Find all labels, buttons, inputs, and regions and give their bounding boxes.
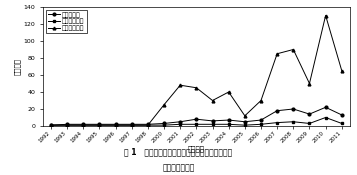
引文年度总量	[114, 124, 118, 126]
发表总篇数	[97, 123, 101, 125]
发表总篇数	[291, 108, 296, 110]
引文年度总量	[323, 15, 328, 17]
Line: 引文年度总量: 引文年度总量	[50, 14, 343, 127]
发表总篇数	[81, 123, 85, 125]
发表总篇数	[178, 121, 182, 123]
发表总篇数	[307, 113, 312, 115]
引文年度总量	[194, 87, 198, 89]
Text: 支持年度分布图: 支持年度分布图	[162, 163, 195, 173]
发表总篇数	[259, 119, 263, 121]
引文年度总量	[307, 82, 312, 85]
基金文件篇数	[194, 123, 198, 125]
Line: 基金文件篇数: 基金文件篇数	[50, 116, 343, 127]
发表总篇数	[194, 118, 198, 120]
发表总篇数	[162, 122, 166, 124]
发表总篇数	[340, 114, 344, 116]
发表总篇数	[275, 110, 279, 112]
X-axis label: 年份／年: 年份／年	[188, 145, 205, 152]
引文年度总量	[340, 70, 344, 72]
发表总篇数	[243, 121, 247, 123]
发表总篇数	[49, 124, 53, 126]
发表总篇数	[146, 123, 150, 125]
基金文件篇数	[162, 124, 166, 126]
发表总篇数	[130, 123, 134, 125]
发表总篇数	[114, 123, 118, 125]
引文年度总量	[178, 84, 182, 86]
引文年度总量	[227, 91, 231, 93]
基金文件篇数	[65, 124, 69, 126]
引文年度总量	[146, 124, 150, 126]
发表总篇数	[210, 120, 215, 122]
引文年度总量	[81, 124, 85, 126]
基金文件篇数	[291, 121, 296, 123]
基金文件篇数	[227, 123, 231, 125]
引文年度总量	[97, 124, 101, 126]
基金文件篇数	[259, 123, 263, 125]
引文年度总量	[65, 124, 69, 126]
基金文件篇数	[243, 124, 247, 126]
引文年度总量	[162, 104, 166, 106]
发表总篇数	[227, 119, 231, 121]
基金文件篇数	[81, 124, 85, 126]
基金文件篇数	[307, 122, 312, 124]
基金文件篇数	[210, 123, 215, 125]
基金文件篇数	[275, 122, 279, 124]
发表总篇数	[323, 106, 328, 108]
基金文件篇数	[323, 116, 328, 118]
基金文件篇数	[130, 124, 134, 126]
基金文件篇数	[114, 124, 118, 126]
引文年度总量	[49, 124, 53, 126]
基金文件篇数	[97, 124, 101, 126]
引文年度总量	[275, 53, 279, 55]
引文年度总量	[210, 99, 215, 102]
引文年度总量	[291, 48, 296, 51]
引文年度总量	[130, 124, 134, 126]
Legend: 发表总篇数, 基金文件篇数, 引文年度总量: 发表总篇数, 基金文件篇数, 引文年度总量	[46, 10, 87, 33]
基金文件篇数	[146, 124, 150, 126]
引文年度总量	[243, 115, 247, 117]
基金文件篇数	[340, 122, 344, 124]
发表总篇数	[65, 123, 69, 125]
基金文件篇数	[178, 123, 182, 125]
基金文件篇数	[49, 124, 53, 126]
Y-axis label: 频数／篇: 频数／篇	[14, 58, 21, 75]
Line: 发表总篇数: 发表总篇数	[50, 106, 343, 127]
Text: 图 1   英语教学心理学研究文献发表、引文及基金: 图 1 英语教学心理学研究文献发表、引文及基金	[124, 147, 233, 156]
引文年度总量	[259, 99, 263, 102]
